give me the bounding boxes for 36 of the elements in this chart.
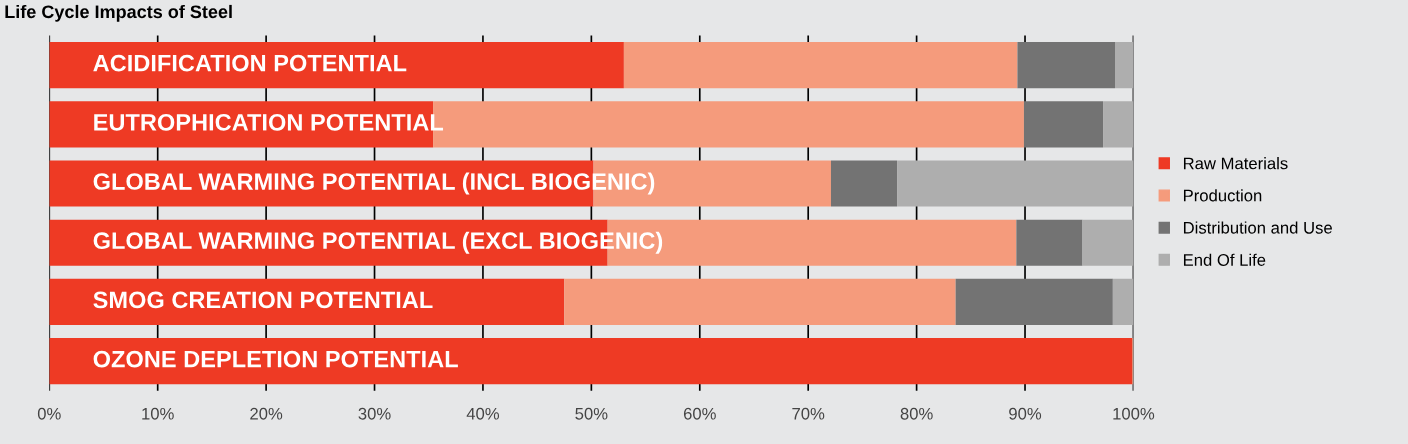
- x-tick-label: 100%: [1113, 407, 1155, 420]
- bar: [1017, 42, 1116, 89]
- bar: [623, 42, 1018, 89]
- legend-label: Raw Materials: [1183, 157, 1288, 170]
- bar: [1115, 42, 1134, 89]
- bar: [564, 278, 956, 326]
- bar: [1103, 101, 1134, 148]
- chart-title: Life Cycle Impacts of Steel: [5, 4, 232, 22]
- bar: [897, 160, 1134, 207]
- bar: [1112, 278, 1134, 326]
- x-tick-label: 70%: [792, 407, 825, 420]
- x-tick-label: 90%: [1009, 407, 1042, 420]
- bar: [955, 278, 1113, 326]
- x-tick-label: 50%: [575, 407, 608, 420]
- bar: [1082, 219, 1134, 266]
- x-tick-label: 10%: [142, 407, 174, 420]
- y-tick-label: SMOG CREATION POTENTIAL: [93, 291, 433, 309]
- x-tick-label: 0%: [37, 407, 61, 420]
- x-tick-label: 20%: [250, 407, 283, 420]
- y-tick-label: OZONE DEPLETION POTENTIAL: [93, 350, 458, 368]
- legend-label: Distribution and Use: [1183, 221, 1332, 234]
- x-tick-label: 80%: [900, 407, 933, 420]
- bar: [49, 278, 565, 326]
- x-tick-label: 30%: [358, 407, 391, 420]
- bar: [49, 42, 624, 89]
- x-tick-label: 40%: [466, 407, 500, 420]
- y-tick-label: GLOBAL WARMING POTENTIAL (EXCL BIOGENIC): [93, 231, 663, 254]
- bar: [49, 338, 1133, 385]
- y-tick-label: EUTROPHICATION POTENTIAL: [94, 113, 444, 131]
- y-tick-label: ACIDIFICATION POTENTIAL: [93, 54, 407, 72]
- legend-label: End Of Life: [1183, 253, 1266, 266]
- legend-label: Production: [1183, 189, 1262, 202]
- bar: [1016, 219, 1083, 266]
- bar: [830, 160, 898, 207]
- x-tick-label: 60%: [683, 407, 716, 420]
- bar: [1023, 101, 1104, 148]
